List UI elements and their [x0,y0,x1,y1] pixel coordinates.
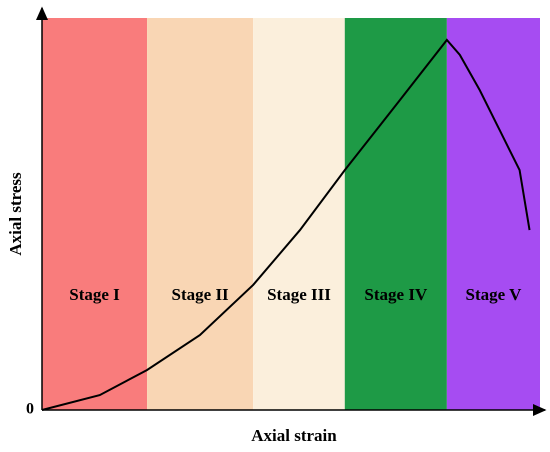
stage-label: Stage I [69,285,120,304]
stage-band [42,18,148,410]
stage-label: Stage V [465,285,522,304]
y-tick-label: 0 [26,401,34,418]
stage-label: Stage II [172,285,230,304]
stage-band [446,18,540,410]
stage-band [147,18,254,410]
stage-label: Stage IV [364,285,428,304]
stress-strain-curve [41,38,531,411]
x-axis-label: Axial strain [251,426,337,445]
y-axis-label: Axial stress [6,172,25,256]
stage-label: Stage III [267,285,331,304]
stage-band [253,18,345,410]
stage-band [344,18,447,410]
